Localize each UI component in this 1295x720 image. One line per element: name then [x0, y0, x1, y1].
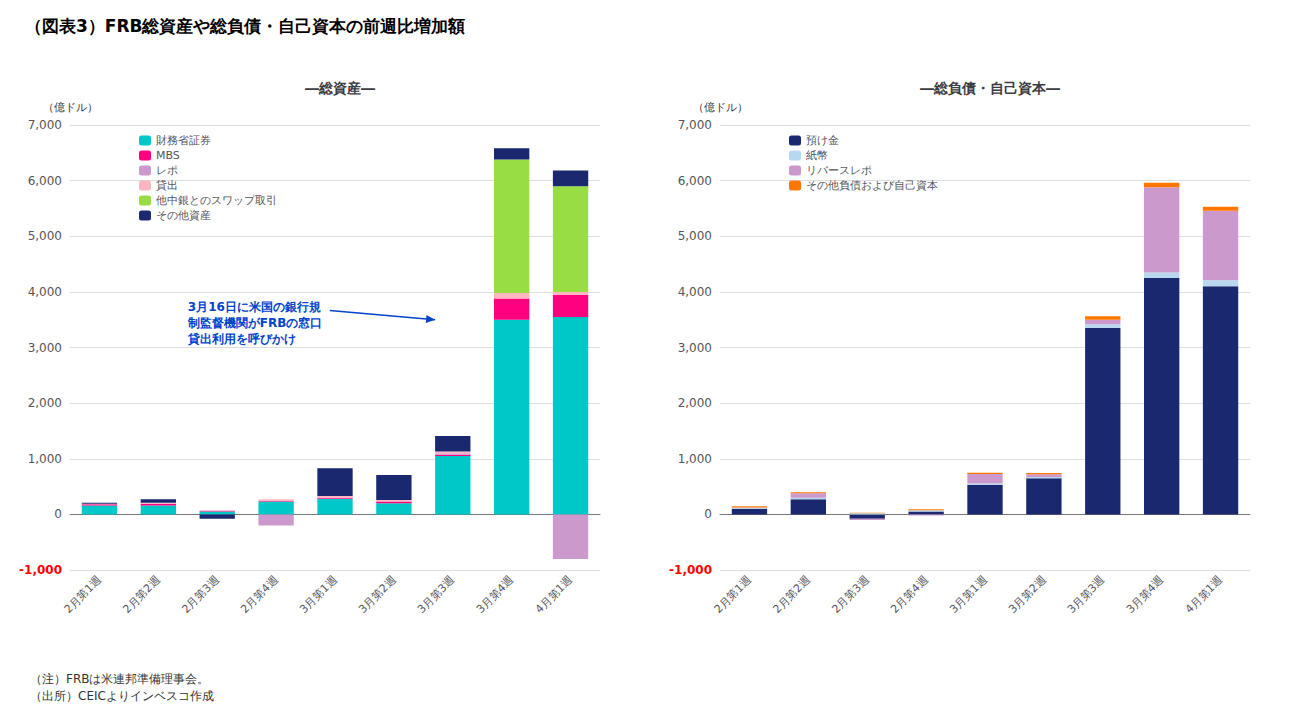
- svg-text:-1,000: -1,000: [669, 563, 712, 577]
- svg-text:（注）FRBは米連邦準備理事会。: （注）FRBは米連邦準備理事会。: [30, 672, 209, 686]
- svg-text:3月第4週: 3月第4週: [1124, 573, 1166, 615]
- svg-text:3月第3週: 3月第3週: [1065, 573, 1107, 615]
- svg-text:財務省証券: 財務省証券: [156, 134, 211, 147]
- svg-text:3,000: 3,000: [28, 341, 62, 355]
- svg-text:2月第3週: 2月第3週: [179, 573, 221, 615]
- svg-text:4,000: 4,000: [28, 285, 62, 299]
- svg-text:2月第1週: 2月第1週: [62, 573, 104, 615]
- svg-text:3,000: 3,000: [678, 341, 712, 355]
- svg-text:その他負債および自己資本: その他負債および自己資本: [806, 179, 938, 192]
- svg-text:0: 0: [704, 507, 712, 521]
- svg-text:紙幣: 紙幣: [806, 149, 828, 162]
- svg-text:3月16日に米国の銀行規: 3月16日に米国の銀行規: [188, 300, 321, 314]
- svg-text:リバースレポ: リバースレポ: [806, 164, 872, 177]
- svg-text:2月第3週: 2月第3週: [829, 573, 871, 615]
- svg-text:3月第2週: 3月第2週: [1006, 573, 1048, 615]
- svg-text:―総負債・自己資本―: ―総負債・自己資本―: [920, 80, 1060, 96]
- svg-text:（億ドル）: （億ドル）: [693, 101, 748, 114]
- svg-text:0: 0: [54, 507, 62, 521]
- svg-text:2月第2週: 2月第2週: [121, 573, 163, 615]
- svg-text:4,000: 4,000: [678, 285, 712, 299]
- svg-text:貸出: 貸出: [156, 179, 178, 192]
- svg-text:MBS: MBS: [156, 149, 180, 162]
- svg-text:1,000: 1,000: [28, 452, 62, 466]
- svg-text:6,000: 6,000: [28, 174, 62, 188]
- svg-text:6,000: 6,000: [678, 174, 712, 188]
- svg-text:（億ドル）: （億ドル）: [43, 101, 98, 114]
- svg-text:（出所）CEICよりインベスコ作成: （出所）CEICよりインベスコ作成: [30, 689, 214, 703]
- svg-text:預け金: 預け金: [806, 134, 839, 147]
- svg-text:3月第1週: 3月第1週: [297, 573, 339, 615]
- svg-text:制監督機関がFRBの窓口: 制監督機関がFRBの窓口: [187, 316, 323, 330]
- svg-text:4月第1週: 4月第1週: [533, 573, 575, 615]
- svg-text:4月第1週: 4月第1週: [1183, 573, 1225, 615]
- svg-text:その他資産: その他資産: [156, 209, 211, 222]
- svg-text:3月第3週: 3月第3週: [415, 573, 457, 615]
- svg-text:7,000: 7,000: [28, 118, 62, 132]
- svg-text:―総資産―: ―総資産―: [305, 80, 375, 96]
- svg-text:貸出利用を呼びかけ: 貸出利用を呼びかけ: [187, 332, 296, 346]
- svg-text:3月第4週: 3月第4週: [474, 573, 516, 615]
- svg-text:-1,000: -1,000: [19, 563, 62, 577]
- svg-text:5,000: 5,000: [28, 229, 62, 243]
- svg-text:7,000: 7,000: [678, 118, 712, 132]
- svg-text:2月第2週: 2月第2週: [771, 573, 813, 615]
- svg-text:1,000: 1,000: [678, 452, 712, 466]
- svg-text:2月第1週: 2月第1週: [712, 573, 754, 615]
- svg-text:5,000: 5,000: [678, 229, 712, 243]
- svg-text:2,000: 2,000: [678, 396, 712, 410]
- svg-text:2月第4週: 2月第4週: [888, 573, 930, 615]
- svg-text:（図表3）FRB総資産や総負債・自己資本の前週比増加額: （図表3）FRB総資産や総負債・自己資本の前週比増加額: [25, 16, 466, 36]
- svg-text:3月第1週: 3月第1週: [947, 573, 989, 615]
- svg-text:2月第4週: 2月第4週: [238, 573, 280, 615]
- svg-text:レポ: レポ: [156, 164, 178, 177]
- svg-text:2,000: 2,000: [28, 396, 62, 410]
- svg-text:3月第2週: 3月第2週: [356, 573, 398, 615]
- svg-text:他中銀とのスワップ取引: 他中銀とのスワップ取引: [156, 194, 277, 207]
